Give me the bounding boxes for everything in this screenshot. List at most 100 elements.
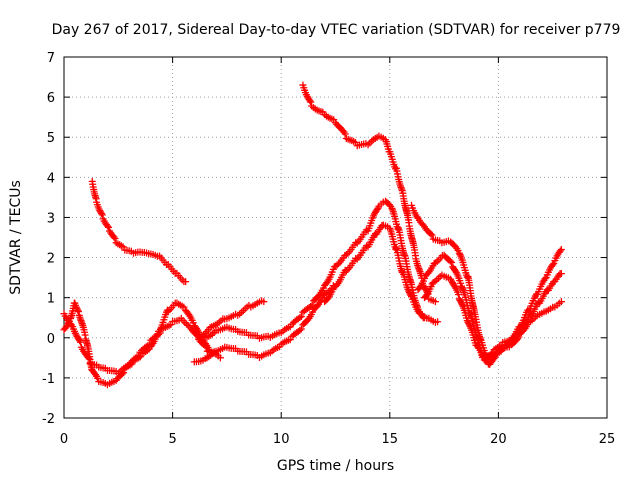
series-arc-g — [299, 81, 439, 306]
x-tick-label: 20 — [490, 432, 507, 447]
data-point — [434, 318, 442, 326]
data-point — [556, 247, 564, 255]
data-point — [216, 354, 224, 362]
data-point — [201, 342, 209, 350]
data-point — [452, 268, 460, 276]
data-point — [459, 285, 467, 293]
data-point — [308, 301, 316, 309]
data-point — [133, 353, 141, 361]
y-tick-label: -1 — [42, 372, 55, 387]
data-point — [416, 283, 424, 291]
y-tick-label: 2 — [47, 252, 55, 267]
data-point — [144, 342, 152, 350]
x-tick-label: 5 — [168, 432, 176, 447]
series-arc-j — [414, 251, 565, 368]
data-point — [185, 311, 193, 319]
data-point — [515, 333, 523, 341]
data-point — [74, 306, 82, 314]
data-point — [206, 324, 214, 332]
data-point — [557, 298, 565, 306]
data-point — [72, 303, 80, 311]
data-point — [458, 301, 466, 309]
data-point — [98, 211, 106, 219]
series-arc-e — [190, 282, 337, 366]
data-point — [156, 329, 164, 337]
series-arc-d — [195, 297, 268, 342]
data-point — [94, 374, 102, 382]
data-point — [77, 338, 85, 346]
data-point — [465, 321, 473, 329]
data-point — [549, 261, 557, 269]
data-point — [97, 209, 105, 217]
x-tick-label: 10 — [273, 432, 290, 447]
series-arc-h — [321, 221, 442, 326]
data-point — [446, 257, 454, 265]
data-point — [341, 130, 349, 138]
data-point — [296, 326, 304, 334]
data-point — [145, 341, 153, 349]
y-tick-label: -2 — [42, 412, 55, 427]
data-point — [557, 270, 565, 278]
data-point — [388, 204, 396, 212]
data-point — [307, 302, 315, 310]
series-arc-k — [421, 271, 565, 365]
data-point — [454, 291, 462, 299]
data-point — [74, 308, 82, 316]
x-tick-label: 25 — [599, 432, 616, 447]
data-point — [458, 284, 466, 292]
y-tick-label: 7 — [47, 51, 55, 66]
data-point — [313, 302, 321, 310]
data-point — [457, 282, 465, 290]
data-point — [84, 353, 92, 361]
data-point — [385, 201, 393, 209]
x-tick-label: 15 — [382, 432, 399, 447]
data-point — [306, 97, 314, 105]
data-point — [557, 246, 565, 254]
series-arc-b — [60, 310, 220, 378]
series-arc-f — [201, 197, 429, 342]
data-point — [202, 343, 210, 351]
data-point — [463, 273, 471, 281]
data-point — [134, 352, 142, 360]
data-point — [155, 330, 163, 338]
grid — [64, 57, 607, 418]
y-tick-label: 0 — [47, 332, 55, 347]
data-point — [457, 299, 465, 307]
x-tick-label: 0 — [60, 432, 68, 447]
data-point — [427, 230, 435, 238]
data-point — [413, 213, 421, 221]
data-point — [342, 267, 350, 275]
data-point — [103, 222, 111, 230]
data-point — [260, 298, 268, 306]
data-point — [105, 223, 113, 231]
chart-title: Day 267 of 2017, Sidereal Day-to-day VTE… — [52, 22, 621, 38]
data-point — [297, 313, 305, 321]
series-arc-c — [88, 177, 190, 286]
data-point — [335, 260, 343, 268]
data-point — [111, 235, 119, 243]
data-point — [431, 298, 439, 306]
y-tick-label: 1 — [47, 292, 55, 307]
data-marks — [60, 81, 565, 389]
data-point — [407, 291, 415, 299]
y-tick-label: 5 — [47, 131, 55, 146]
plot-frame — [63, 56, 608, 419]
data-point — [85, 355, 93, 363]
data-point — [297, 325, 305, 333]
data-point — [541, 275, 549, 283]
data-point — [67, 321, 75, 329]
y-tick-label: 4 — [47, 171, 55, 186]
data-point — [333, 261, 341, 269]
data-point — [76, 337, 84, 345]
data-point — [342, 251, 350, 259]
data-point — [428, 231, 436, 239]
data-point — [394, 225, 402, 233]
data-point — [423, 291, 431, 299]
y-tick-label: 3 — [47, 211, 55, 226]
data-point — [182, 278, 190, 286]
axis-ticks: 0 5 10 15 20 25 -2 -1 0 1 2 3 4 5 6 7 — [42, 51, 615, 447]
data-point — [307, 98, 315, 106]
data-point — [352, 254, 360, 262]
data-point — [62, 323, 70, 331]
